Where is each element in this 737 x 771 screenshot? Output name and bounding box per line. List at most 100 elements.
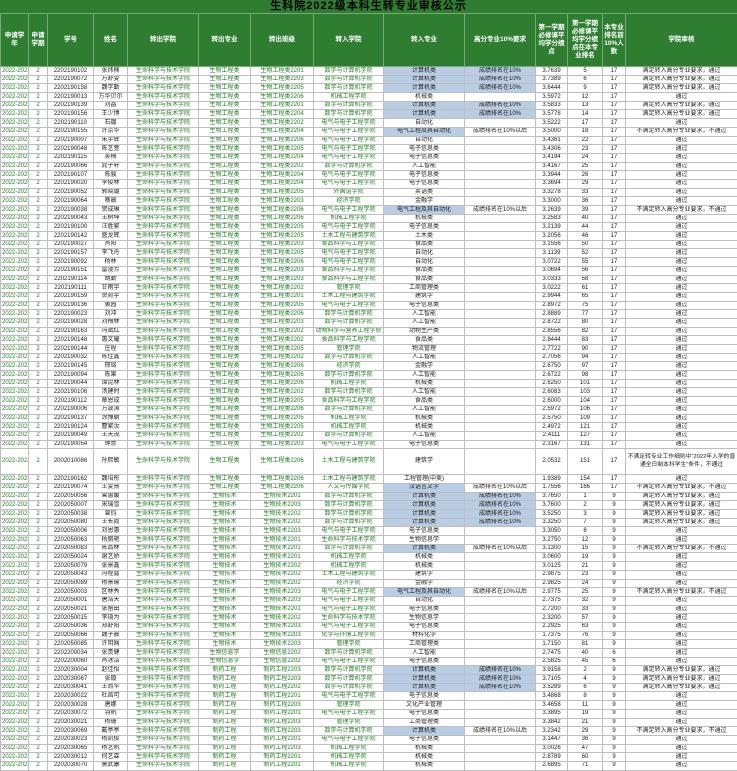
cell: 17 [603,75,626,84]
cell: 2202190111 [48,284,94,293]
cell: 刘晶 [94,101,128,110]
cell [465,475,536,484]
cell: 17 [603,414,626,423]
cell: 2022-2023 [1,240,29,249]
cell [465,405,536,414]
cell: 生物工程类2203 [251,197,314,206]
cell [465,735,536,744]
cell: 计算机类 [384,518,465,527]
cell: 制药工程2203 [251,666,314,675]
cell: 2202030023 [48,735,94,744]
cell: 2022-2023 [1,562,29,571]
cell: 2202050066 [48,631,94,640]
cell: 通过 [626,119,737,128]
cell: 生物技术2201 [251,536,314,545]
cell: 工程管理(中美) [384,475,465,484]
cell: 151 [568,449,603,475]
cell: 生命科学与技术学院 [128,753,199,762]
cell: 电气与电子工程学院 [314,119,384,128]
cell: 成绩排名在10% [465,84,536,93]
cell: 生物工程类2206 [251,405,314,414]
cell: 2202190094 [48,371,94,380]
cell: 生命科学与技术学院 [128,414,199,423]
cell: 9 [603,614,626,623]
cell: 2202030069 [48,727,94,736]
cell: 生命科学与技术学院 [128,188,199,197]
cell: 通过 [626,614,737,623]
cell: 成绩排名在10% [465,501,536,510]
cell: 17 [603,353,626,362]
column-header-7: 转出班级 [251,14,314,67]
cell: 成绩排名在10% [465,110,536,119]
cell [465,318,536,327]
cell: 1.7375 [536,631,568,640]
cell: 机械类 [384,93,465,102]
cell: 生物工程类 [199,353,251,362]
cell: 2202190054 [48,440,94,449]
cell: 9 [603,518,626,527]
cell: 2022-2023 [1,475,29,484]
cell: 成绩排名在10%以后 [465,727,536,736]
cell: 数学与计算机学院 [314,310,384,319]
cell: 2 [29,179,48,188]
cell: 生命科学与技术学院 [128,423,199,432]
cell: 通过 [626,292,737,301]
cell: 3.7105 [536,675,568,684]
cell: 2 [29,223,48,232]
cell: 生物技术2202 [251,570,314,579]
cell: 2022-2023 [1,327,29,336]
cell: 63 [568,622,603,631]
cell: 胡勤 [94,275,128,284]
cell: 生物技术 [199,622,251,631]
cell: 通过 [626,388,737,397]
cell: 2022-2023 [1,153,29,162]
cell: 2202050089 [48,579,94,588]
cell: 生命科学与技术学院 [314,614,384,623]
cell: 2022-2023 [1,362,29,371]
cell: 生物工程类 [199,449,251,475]
cell: 2022-2023 [1,709,29,718]
cell [465,179,536,188]
cell: 生物工程类2204 [251,110,314,119]
cell: 3.0026 [536,744,568,753]
cell: 生命科学与技术学院 [128,249,199,258]
cell: 陈品林 [94,544,128,553]
cell: 通过 [626,136,737,145]
cell: 2022-2023 [1,171,29,180]
cell: 2202190027 [48,240,94,249]
cell [465,266,536,275]
cell: 17 [603,179,626,188]
cell: 电气与电子工程学院 [314,605,384,614]
cell: 3.2750 [536,536,568,545]
cell: 数学与计算机学院 [314,518,384,527]
cell [465,527,536,536]
cell: 154 [568,475,603,484]
cell: 生物技术 [199,492,251,501]
cell: 2202050038 [48,510,94,519]
cell: 制药工程2203 [251,701,314,710]
cell: 2 [29,110,48,119]
cell: 杨林 [94,258,128,267]
cell: 7 [568,518,603,527]
cell: 生物工程类2203 [251,275,314,284]
cell: 2202200034 [48,649,94,658]
cell: 2 [29,301,48,310]
cell: 9 [603,666,626,675]
cell: 2022-2023 [1,640,29,649]
cell: 2202190066 [48,162,94,171]
cell: 2022-2023 [1,75,29,84]
cell: 12 [568,93,603,102]
cell: 冯斌红 [94,327,128,336]
cell: 万舒雯 [94,75,128,84]
cell: 生物工程类 [199,249,251,258]
cell: 6 [568,75,603,84]
cell: 王树坤 [94,214,128,223]
cell: 12 [568,536,603,545]
cell: 2 [29,753,48,762]
cell [465,284,536,293]
cell: 计算机类 [384,110,465,119]
cell: 17 [603,214,626,223]
